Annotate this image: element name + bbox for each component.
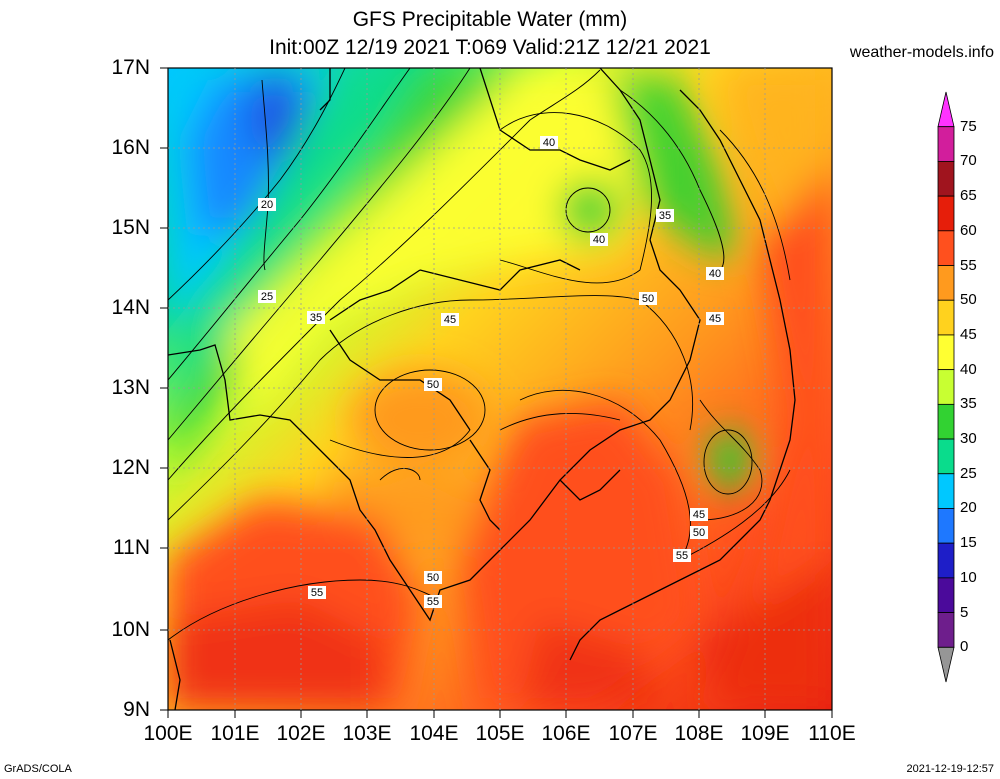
lon-label-109e: 109E [740,722,790,745]
colorbar-label: 40 [960,360,977,378]
contour-label-text: 55 [427,596,439,608]
chart-subtitle: Init:00Z 12/19 2021 T:069 Valid:21Z 12/2… [269,36,711,59]
colorbar [937,91,955,683]
contour-label-text: 55 [676,550,688,562]
contour-label-text: 40 [709,268,721,280]
colorbar-label: 20 [960,499,977,517]
contour-label: 45 [690,508,708,521]
contour-label-text: 45 [444,314,456,326]
colorbar-segment [937,299,955,336]
contour-label-text: 35 [659,210,671,222]
colorbar-segment [937,403,955,440]
colorbar-segment [937,542,955,579]
colorbar-label: 5 [960,603,969,621]
contour-label: 35 [307,311,325,324]
colorbar-segment [937,161,955,197]
contour-label-text: 35 [310,312,322,324]
contour-label: 40 [706,267,724,280]
colorbar-segment [937,577,955,613]
contour-label: 55 [673,549,691,562]
contour-label-text: 40 [543,137,555,149]
colorbar-segment [937,473,955,509]
contour-label: 55 [308,586,326,599]
lon-label-105e: 105E [475,722,525,745]
lat-label-16n: 16N [111,136,150,159]
colorbar-segment [937,195,955,232]
contour-label: 50 [690,526,708,539]
contour-label-text: 50 [427,572,439,584]
lon-label-102e: 102E [276,722,326,745]
lon-label-106e: 106E [541,722,591,745]
colorbar-segment [937,612,955,648]
contour-label: 40 [540,136,558,149]
lon-label-108e: 108E [674,722,724,745]
contour-label: 25 [258,290,276,303]
contour-label-text: 40 [593,234,605,246]
colorbar-segment [937,508,955,544]
colorbar-segment [937,369,955,405]
lat-label-10n: 10N [111,618,150,641]
colorbar-segment [937,265,955,301]
contour-label-text: 55 [311,587,323,599]
lon-label-104e: 104E [409,722,459,745]
contour-lines [168,68,791,641]
lat-label-9n: 9N [123,698,150,721]
colorbar-label: 45 [960,325,977,343]
contour-label-text: 50 [427,379,439,391]
credit-left: GrADS/COLA [4,763,72,775]
contour-label-text: 50 [693,527,705,539]
contour-label-text: 45 [709,313,721,325]
colorbar-label: 25 [960,464,977,482]
colorbar-label: 10 [960,568,977,586]
lon-label-110e: 110E [808,722,856,745]
lat-label-11n: 11N [113,536,150,559]
contour-label-text: 45 [693,509,705,521]
lon-label-101e: 101E [210,722,260,745]
colorbar-label: 50 [960,291,977,309]
contour-label-text: 50 [642,293,654,305]
colorbar-segment [937,438,955,475]
lon-label-107e: 107E [608,722,658,745]
colorbar-label: 70 [960,152,977,170]
lon-label-100e: 100E [143,722,193,745]
contour-label: 20 [258,198,276,211]
colorbar-label: 30 [960,430,977,448]
contour-label-text: 25 [261,291,273,303]
colorbar-label: 65 [960,187,977,205]
contour-label: 50 [424,571,442,584]
contour-label: 50 [424,378,442,391]
colorbar-segment [937,334,955,371]
colorbar-label: 55 [960,256,977,274]
lat-label-13n: 13N [111,376,150,399]
colorbar-label: 35 [960,395,977,413]
colorbar-segment [937,230,955,266]
contour-label-group: 20 25 35 40 40 35 40 45 50 45 50 45 50 5… [258,136,724,608]
credit-right: 2021-12-19-12:57 [906,763,994,775]
site-label: weather-models.info [849,44,994,61]
colorbar-label: 0 [960,638,969,656]
lat-label-17n: 17N [111,56,150,79]
lat-label-15n: 15N [111,216,150,239]
colorbar-segment [937,126,955,162]
colorbar-label: 75 [960,117,977,135]
contour-label: 55 [424,595,442,608]
lon-label-103e: 103E [342,722,392,745]
contour-label: 50 [639,292,657,305]
lat-label-12n: 12N [111,456,150,479]
colorbar-segment [937,646,955,683]
colorbar-label: 60 [960,221,977,239]
contour-label: 45 [441,313,459,326]
contour-label-text: 20 [261,199,273,211]
contour-label: 40 [590,233,608,246]
contour-label: 35 [656,209,674,222]
chart-title: GFS Precipitable Water (mm) [352,8,628,31]
tick-marks [160,67,833,718]
contour-label: 45 [706,312,724,325]
colorbar-segment [937,91,955,128]
colorbar-label: 15 [960,534,977,552]
lat-label-14n: 14N [111,296,150,319]
